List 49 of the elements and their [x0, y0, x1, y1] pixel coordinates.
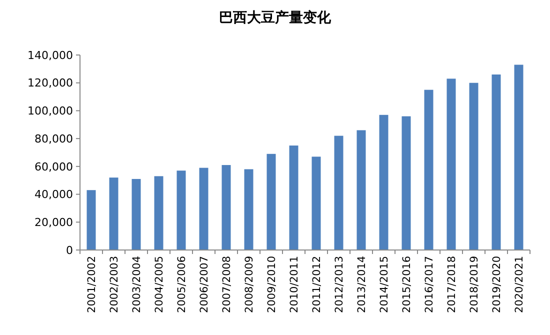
bar — [86, 190, 96, 250]
bar — [266, 154, 276, 250]
x-tick-label: 2019/2020 — [490, 256, 503, 313]
y-tick-label: 0 — [66, 244, 73, 257]
x-tick-label: 2006/2007 — [198, 256, 210, 313]
x-tick-label: 2014/2015 — [378, 256, 390, 313]
bar — [379, 114, 388, 250]
y-tick-label: 20,000 — [34, 216, 73, 229]
x-tick-label: 2004/2005 — [153, 256, 166, 313]
chart-title: 巴西大豆产量变化 — [219, 9, 332, 26]
bar — [199, 168, 208, 250]
y-tick-label: 60,000 — [34, 160, 73, 174]
x-tick-label: 2018/2019 — [468, 256, 480, 313]
x-tick-label: 2009/2010 — [266, 256, 278, 313]
bar — [222, 165, 231, 250]
x-tick-label: 2010/2011 — [288, 256, 300, 313]
bar — [132, 178, 141, 250]
y-tick-label: 120,000 — [28, 76, 73, 90]
bar — [312, 156, 321, 250]
x-tick-label: 2013/2014 — [356, 256, 368, 313]
bar — [109, 178, 118, 250]
y-tick-label: 80,000 — [34, 132, 73, 146]
bar — [244, 169, 254, 250]
x-tick-label: 2017/2018 — [446, 256, 458, 313]
bar — [514, 64, 524, 250]
x-tick-label: 2001/2002 — [86, 256, 98, 313]
x-tick-label: 2020/2021 — [513, 256, 526, 313]
bar — [424, 90, 434, 250]
x-tick-label: 2012/2013 — [333, 256, 346, 313]
y-tick-label: 140,000 — [28, 48, 73, 62]
x-tick-label: 2016/2017 — [423, 256, 436, 313]
bar — [469, 82, 478, 250]
x-tick-label: 2003/2004 — [130, 256, 143, 313]
y-tick-label: 40,000 — [34, 188, 73, 202]
x-tick-label: 2011/2012 — [310, 256, 323, 313]
y-tick-label: 100,000 — [28, 104, 73, 118]
x-tick-label: 2005/2006 — [176, 256, 188, 313]
x-tick-label: 2002/2003 — [108, 256, 120, 313]
bar — [289, 146, 298, 250]
x-tick-label: 2008/2009 — [243, 256, 256, 313]
bar — [402, 116, 411, 250]
x-tick-label: 2015/2016 — [400, 256, 413, 313]
bar — [356, 130, 366, 250]
bar — [446, 78, 456, 250]
bar — [154, 176, 164, 250]
bar — [492, 74, 501, 250]
bar — [334, 136, 344, 250]
bar — [176, 170, 186, 250]
x-tick-label: 2007/2008 — [220, 256, 233, 313]
